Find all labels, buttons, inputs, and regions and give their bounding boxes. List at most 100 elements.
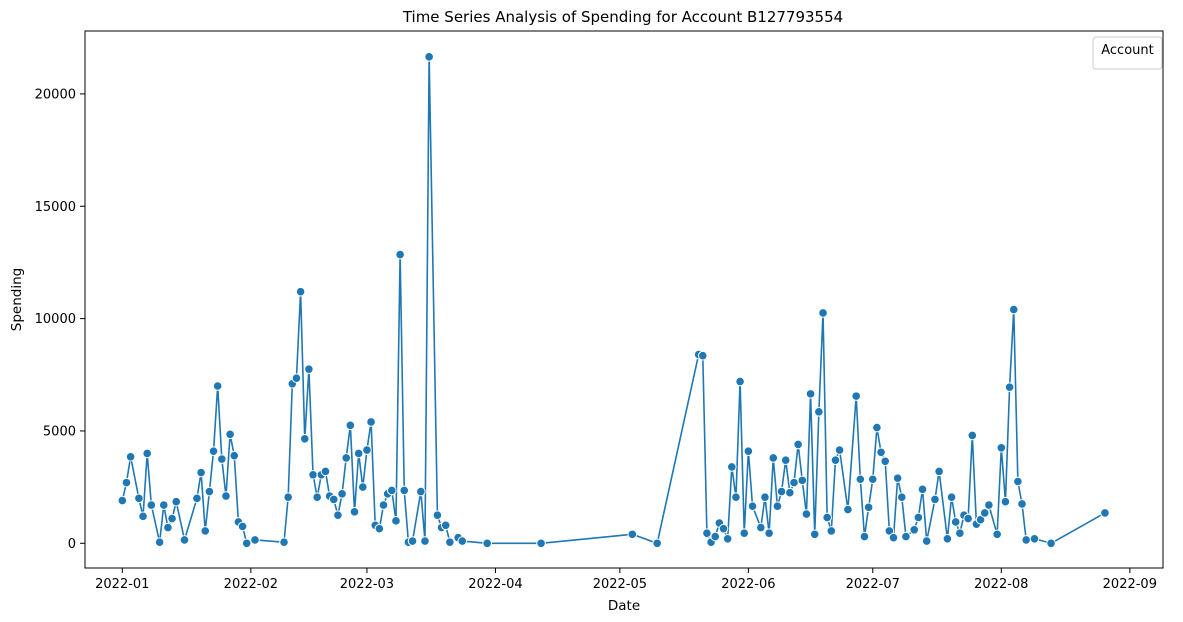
- data-point: [158, 500, 169, 510]
- data-point: [1046, 538, 1056, 549]
- data-point: [764, 528, 774, 538]
- x-tick-label: 2022-06: [721, 577, 775, 592]
- data-point: [1017, 499, 1027, 509]
- data-point: [697, 350, 708, 361]
- data-point: [142, 448, 152, 459]
- data-point: [884, 526, 895, 536]
- data-point: [212, 381, 223, 391]
- data-point: [387, 485, 397, 496]
- data-point: [814, 407, 824, 417]
- data-point: [955, 528, 965, 538]
- data-point: [710, 531, 721, 542]
- data-point: [333, 510, 343, 521]
- data-point: [801, 509, 812, 519]
- data-point: [921, 536, 932, 546]
- data-point: [992, 529, 1002, 540]
- x-tick-label: 2022-04: [468, 577, 522, 592]
- x-axis-title: Date: [608, 598, 640, 614]
- data-point: [536, 538, 546, 549]
- data-point: [353, 448, 364, 459]
- data-point: [722, 533, 733, 544]
- y-axis-title: Spending: [9, 268, 25, 331]
- data-point: [424, 52, 434, 62]
- data-point: [362, 445, 372, 455]
- data-point: [378, 500, 389, 510]
- data-point: [221, 491, 231, 501]
- data-point: [192, 493, 202, 504]
- data-point: [809, 529, 820, 540]
- data-point: [967, 430, 978, 441]
- data-point: [440, 520, 451, 531]
- data-point: [357, 482, 368, 492]
- data-point: [1008, 304, 1019, 315]
- data-point: [942, 533, 953, 544]
- data-point: [892, 473, 903, 483]
- data-point: [312, 492, 322, 503]
- legend-box: [1092, 36, 1163, 70]
- data-point: [1000, 496, 1011, 507]
- data-point: [863, 502, 874, 513]
- data-point: [208, 446, 219, 456]
- data-point: [445, 537, 455, 547]
- data-point: [250, 535, 260, 545]
- data-point: [793, 439, 803, 450]
- chart-title: Time Series Analysis of Spending for Acc…: [402, 8, 843, 26]
- y-tick-label: 20000: [35, 87, 76, 102]
- x-tick-label: 2022-01: [95, 577, 149, 592]
- data-point: [797, 475, 808, 486]
- x-axis: 2022-01 2022-02 2022-03 2022-04 2022-05 2022-…: [95, 568, 1157, 592]
- y-tick-label: 0: [68, 537, 76, 552]
- data-point: [345, 420, 356, 431]
- data-point: [200, 526, 211, 536]
- data-point: [117, 495, 128, 506]
- plot-area: [117, 52, 1110, 549]
- data-point: [826, 526, 837, 536]
- data-point: [979, 508, 990, 518]
- y-tick-label: 5000: [43, 424, 76, 439]
- data-point: [652, 538, 662, 549]
- data-point: [1013, 476, 1023, 487]
- data-point: [179, 535, 190, 545]
- data-point: [743, 446, 754, 456]
- data-point: [1004, 382, 1015, 392]
- data-point: [328, 494, 339, 505]
- data-point: [930, 494, 940, 505]
- series-line: [121, 56, 1106, 545]
- data-point: [760, 492, 770, 503]
- data-point: [867, 474, 878, 485]
- data-point: [138, 511, 148, 522]
- data-point: [457, 536, 468, 546]
- data-point: [295, 286, 306, 297]
- data-point: [1021, 535, 1031, 545]
- data-point: [304, 364, 314, 374]
- data-point: [834, 445, 845, 455]
- data-point: [843, 504, 853, 515]
- x-tick-label: 2022-08: [974, 577, 1028, 592]
- data-point: [946, 492, 957, 503]
- data-point: [805, 389, 816, 399]
- data-point: [308, 469, 318, 480]
- data-point: [876, 447, 886, 458]
- data-point: [880, 456, 891, 467]
- data-point: [399, 485, 410, 496]
- legend: Account: [1092, 36, 1163, 70]
- data-point: [909, 525, 920, 535]
- data-point: [872, 422, 882, 433]
- data-point: [482, 538, 492, 549]
- data-point: [822, 512, 832, 523]
- data-point: [984, 500, 994, 510]
- data-point: [1100, 508, 1110, 518]
- data-point: [785, 487, 795, 498]
- data-point: [225, 429, 235, 440]
- data-point: [237, 521, 248, 532]
- data-point: [163, 522, 173, 533]
- data-point: [366, 417, 376, 427]
- data-point: [855, 474, 866, 485]
- data-point: [320, 466, 331, 477]
- data-point: [279, 537, 289, 547]
- data-point: [121, 477, 132, 488]
- data-point: [217, 454, 227, 464]
- data-point: [747, 501, 758, 512]
- data-point: [718, 523, 729, 534]
